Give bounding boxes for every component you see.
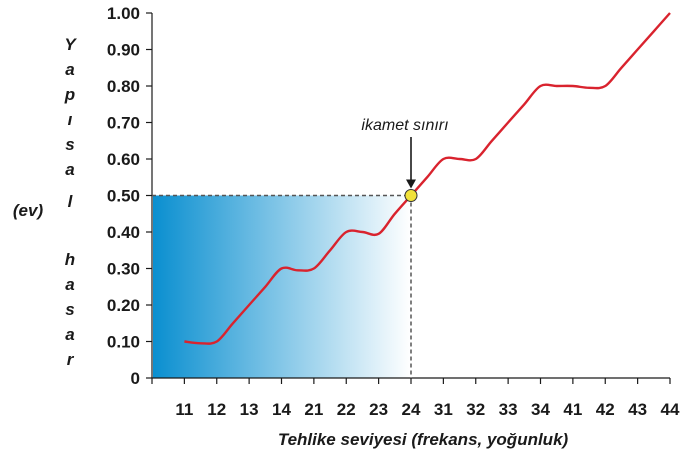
y-axis-label-letter: a bbox=[65, 275, 74, 294]
y-axis-label-letter: l bbox=[68, 192, 74, 211]
x-tick-label: 24 bbox=[402, 400, 421, 419]
x-tick-label: 22 bbox=[337, 400, 356, 419]
y-tick-label: 0.70 bbox=[107, 114, 140, 133]
y-tick-label: 0.60 bbox=[107, 150, 140, 169]
y-tick-label: 0.80 bbox=[107, 77, 140, 96]
annotation-label: ikamet sınırı bbox=[361, 117, 448, 134]
y-axis-label-letter: ı bbox=[68, 110, 73, 129]
x-tick-label: 42 bbox=[596, 400, 615, 419]
y-axis-ticks: 0 0.10 0.20 0.30 0.40 0.50 0.60 0.70 0.80 0.90 1.0… bbox=[107, 4, 152, 388]
y-axis-label-letter: h bbox=[65, 250, 75, 269]
y-axis-label-letter: a bbox=[65, 60, 74, 79]
x-tick-label: 31 bbox=[434, 400, 453, 419]
y-tick-label: 0.10 bbox=[107, 333, 140, 352]
damage-series-line bbox=[184, 12, 671, 345]
x-tick-label: 14 bbox=[272, 400, 291, 419]
x-tick-label: 41 bbox=[563, 400, 582, 419]
x-axis-ticks: 11 12 13 14 21 22 23 24 31 32 33 34 41 42 43 44 bbox=[151, 378, 680, 419]
x-tick-label: 34 bbox=[531, 400, 550, 419]
y-axis-label-letter: Y bbox=[64, 35, 77, 54]
shaded-region bbox=[153, 195, 411, 378]
y-tick-label: 0.20 bbox=[107, 296, 140, 315]
x-tick-label: 11 bbox=[175, 400, 193, 419]
x-tick-label: 23 bbox=[369, 400, 388, 419]
y-tick-label: 0.90 bbox=[107, 41, 140, 60]
x-tick-label: 43 bbox=[628, 400, 647, 419]
y-axis-label-letter: r bbox=[67, 350, 75, 369]
y-axis-label-letter: s bbox=[65, 135, 74, 154]
x-tick-label: 13 bbox=[240, 400, 259, 419]
x-tick-label: 12 bbox=[207, 400, 226, 419]
x-tick-label: 21 bbox=[304, 400, 323, 419]
y-axis-label-letter: s bbox=[65, 300, 74, 319]
y-axis-label-letter: a bbox=[65, 325, 74, 344]
y-tick-label: 0.40 bbox=[107, 223, 140, 242]
y-tick-label: 0 bbox=[131, 369, 140, 388]
y-axis-label-letter: a bbox=[65, 160, 74, 179]
y-axis-label-letter: p bbox=[64, 85, 75, 104]
x-tick-label: 32 bbox=[466, 400, 485, 419]
y-tick-label: 0.50 bbox=[107, 187, 140, 206]
y-tick-label: 0.30 bbox=[107, 260, 140, 279]
x-axis-label: Tehlike seviyesi (frekans, yoğunluk) bbox=[278, 430, 569, 449]
y-tick-label: 1.00 bbox=[107, 4, 140, 23]
y-axis-unit: (ev) bbox=[13, 201, 44, 220]
annotation-arrow bbox=[406, 137, 416, 189]
x-tick-label: 44 bbox=[661, 400, 680, 419]
threshold-point bbox=[404, 189, 418, 202]
x-tick-label: 33 bbox=[499, 400, 518, 419]
